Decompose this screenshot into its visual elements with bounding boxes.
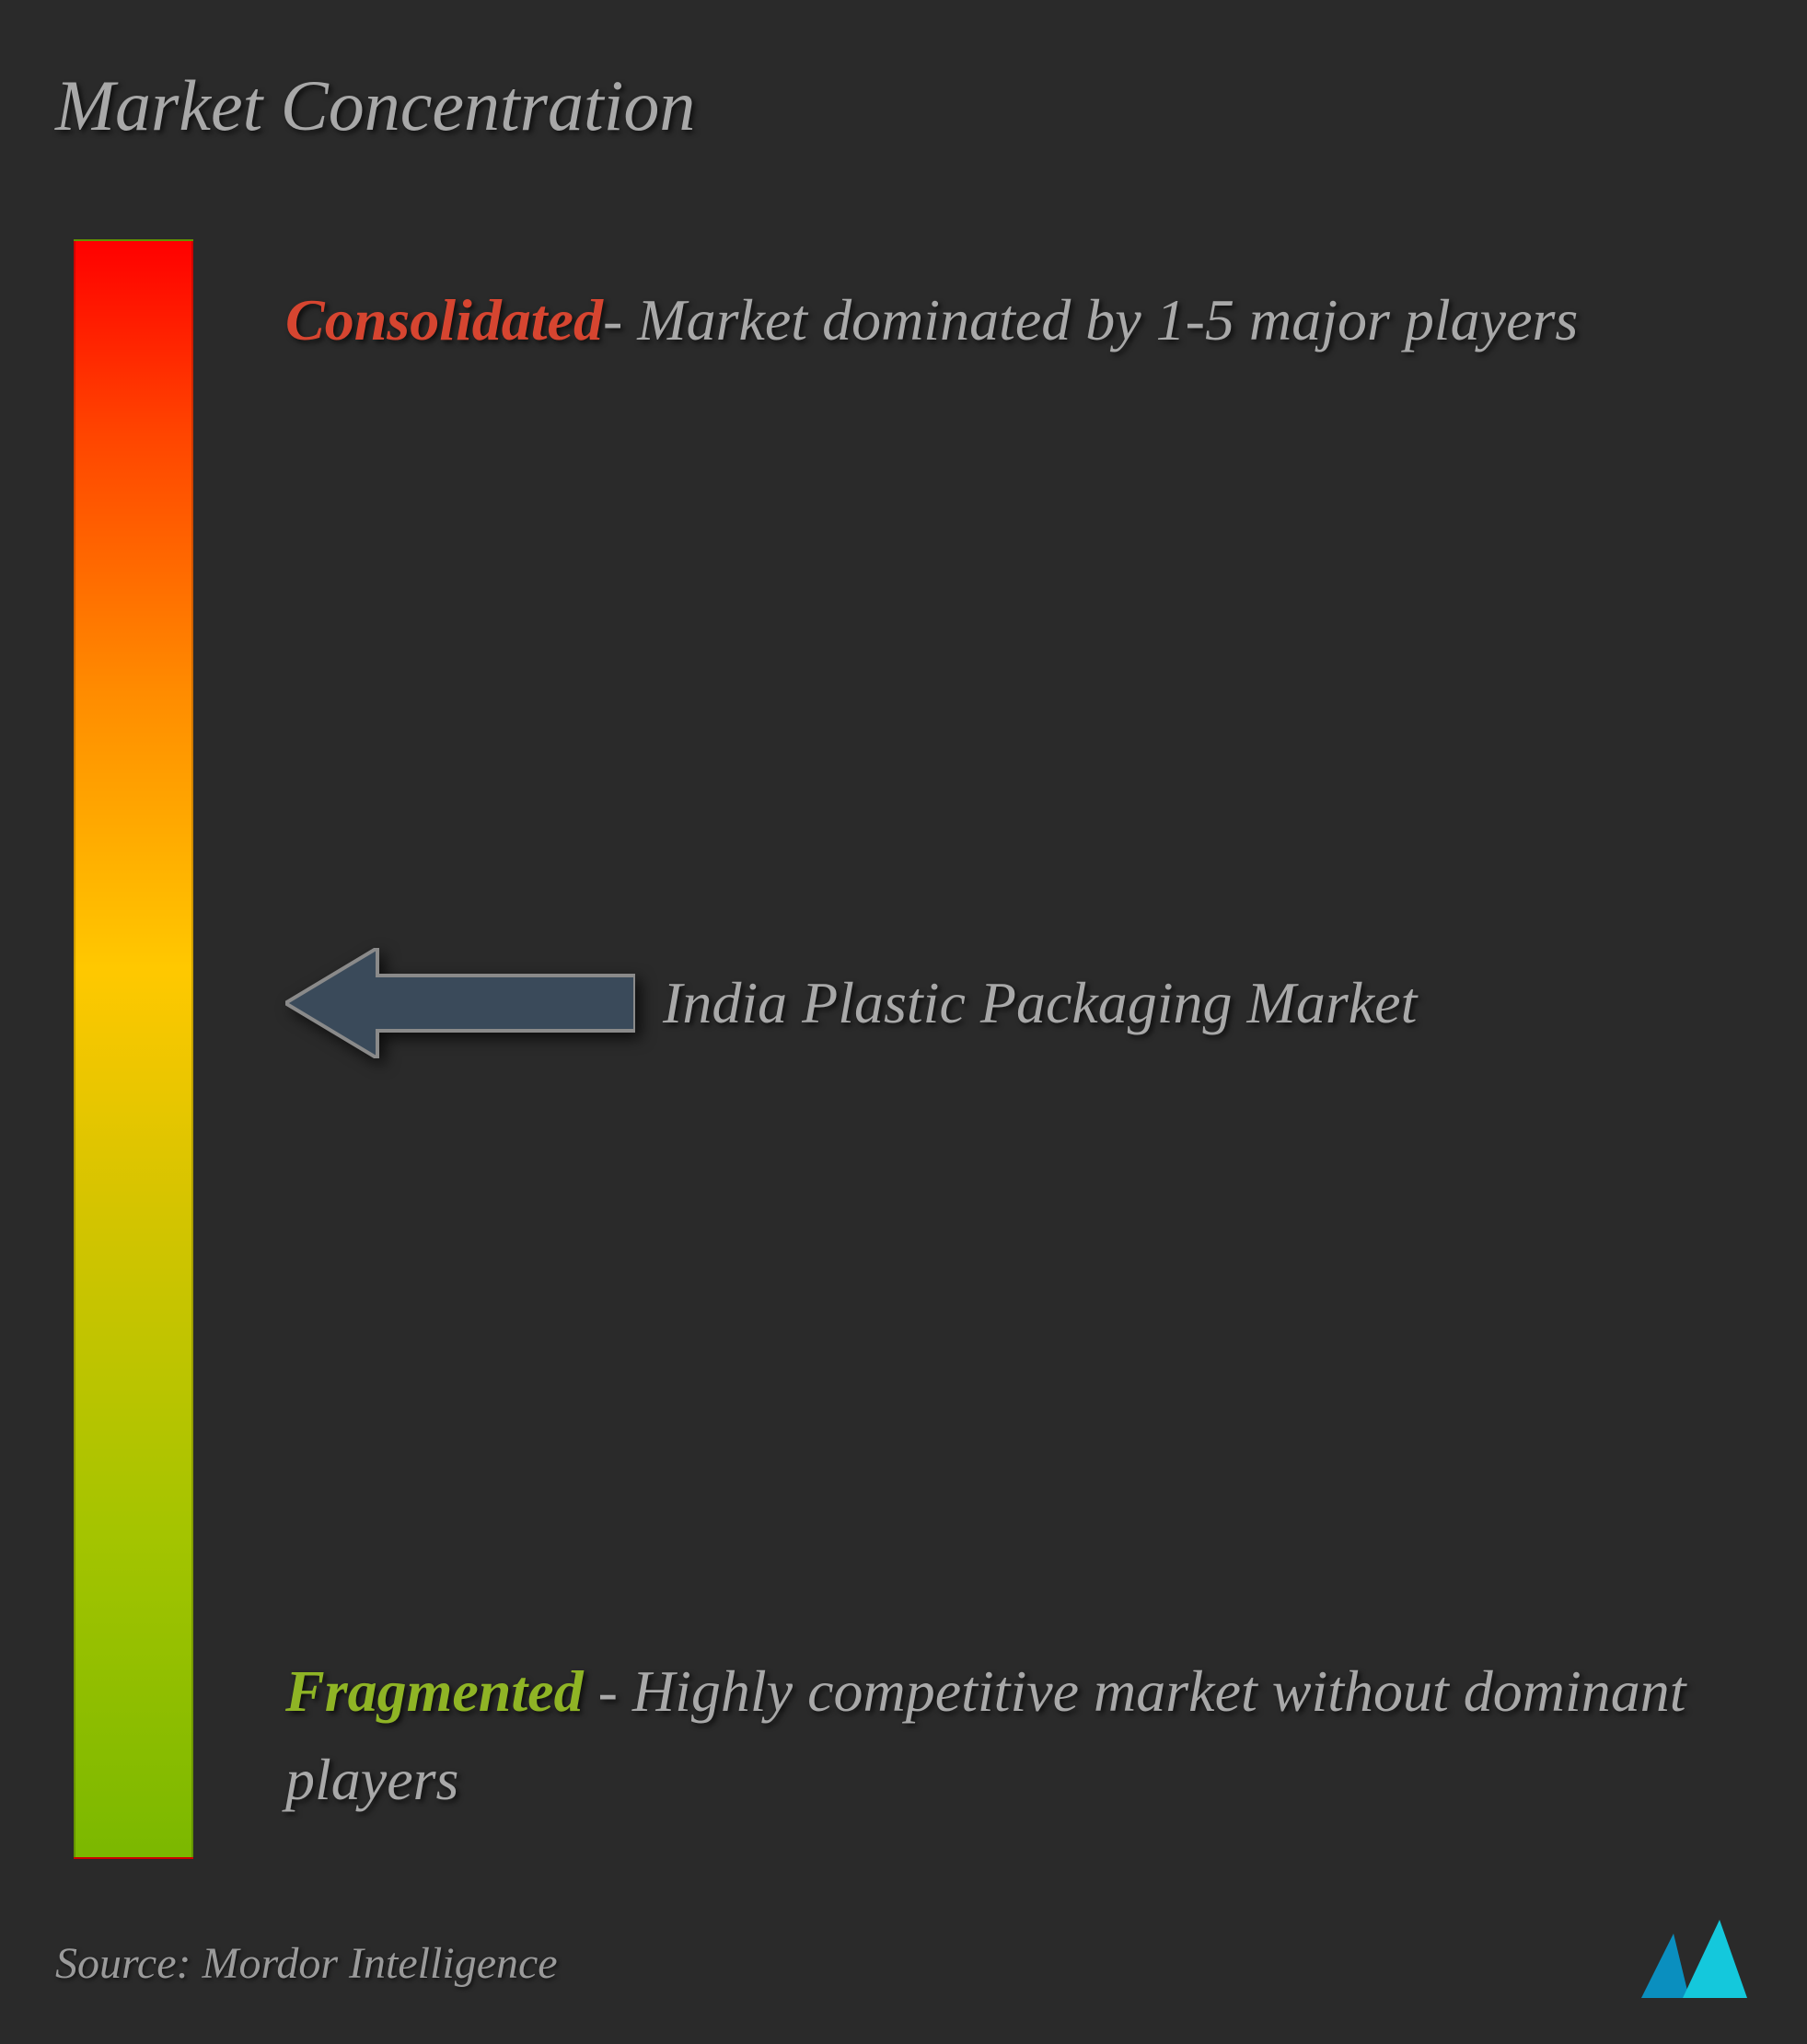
logo-tri-left: [1641, 1934, 1689, 1998]
market-pointer-row: India Plastic Packaging Market: [285, 948, 1417, 1058]
source-attribution: Source: Mordor Intelligence: [55, 1938, 558, 1989]
market-name-label: India Plastic Packaging Market: [663, 969, 1417, 1037]
concentration-gradient-bar: [74, 239, 193, 1859]
fragmented-word: Fragmented: [285, 1658, 584, 1724]
arrow-left-icon: [285, 948, 635, 1058]
logo-tri-right: [1683, 1920, 1747, 1998]
mordor-logo-icon: [1632, 1906, 1752, 2007]
page-title: Market Concentration: [55, 64, 695, 147]
consolidated-desc: - Market dominated by 1-5 major players: [603, 287, 1578, 352]
infographic-container: Market Concentration Consolidated- Marke…: [0, 0, 1807, 2044]
consolidated-label: Consolidated- Market dominated by 1-5 ma…: [285, 276, 1712, 364]
consolidated-word: Consolidated: [285, 287, 603, 352]
fragmented-label: Fragmented - Highly competitive market w…: [285, 1647, 1712, 1824]
